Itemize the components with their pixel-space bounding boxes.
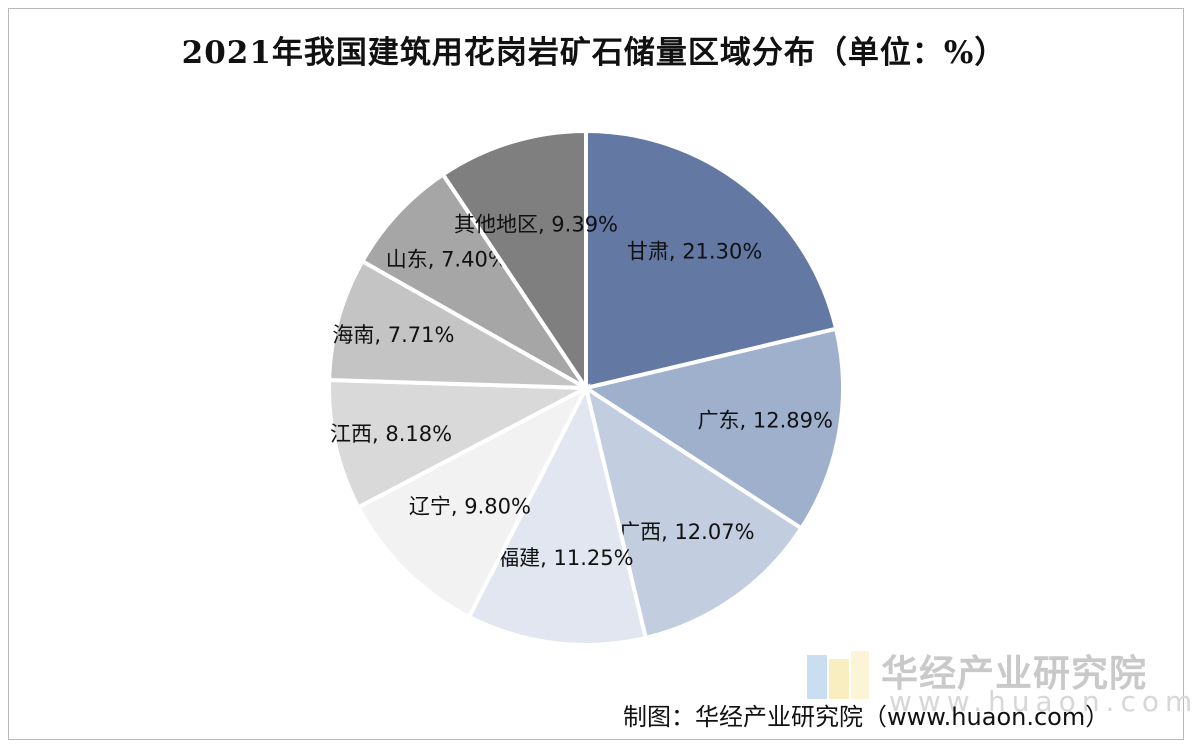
watermark-logo-icon xyxy=(807,651,869,699)
pie-slice-4 xyxy=(355,383,591,620)
chart-title: 2021年我国建筑用花岗岩矿石储量区域分布（单位：%） xyxy=(181,35,1007,71)
pie-slice-5 xyxy=(327,377,594,511)
pie-data-label-7: 山东, 7.40% xyxy=(386,248,508,272)
pie-data-label-0: 甘肃, 21.30% xyxy=(627,240,762,264)
pie-data-label-3: 福建, 11.25% xyxy=(498,546,633,570)
watermark-url: www.huaon.com xyxy=(889,685,1194,718)
watermark-brand: 华经产业研究院 xyxy=(881,652,1147,695)
pie-slice-2 xyxy=(582,383,805,641)
pie-slice-7 xyxy=(359,171,588,390)
chart-credit: 制图：华经产业研究院（www.huaon.com） xyxy=(623,703,1110,731)
pie-slice-0 xyxy=(584,128,839,391)
pie-slice-6 xyxy=(327,258,587,390)
pie-data-label-8: 其他地区, 9.39% xyxy=(454,212,618,236)
pie-chart: 甘肃, 21.30% 广东, 12.89% 广西, 12.07%福建, 11.25%… xyxy=(327,128,845,647)
pie-slice-1 xyxy=(580,326,845,532)
pie-data-label-2: 广西, 12.07% xyxy=(619,520,754,544)
pie-data-label-1: 广东, 12.89% xyxy=(698,408,833,432)
pie-data-label-6: 海南, 7.71% xyxy=(332,323,454,347)
pie-data-label-4: 辽宁, 9.80% xyxy=(409,494,531,518)
chart-frame: 2021年我国建筑用花岗岩矿石储量区域分布（单位：%） 甘肃, 21.30% 广东… xyxy=(8,8,1192,740)
pie-slice-8 xyxy=(440,128,588,395)
pie-data-label-5: 江西, 8.18% xyxy=(330,422,452,446)
pie-slice-3 xyxy=(466,382,649,647)
